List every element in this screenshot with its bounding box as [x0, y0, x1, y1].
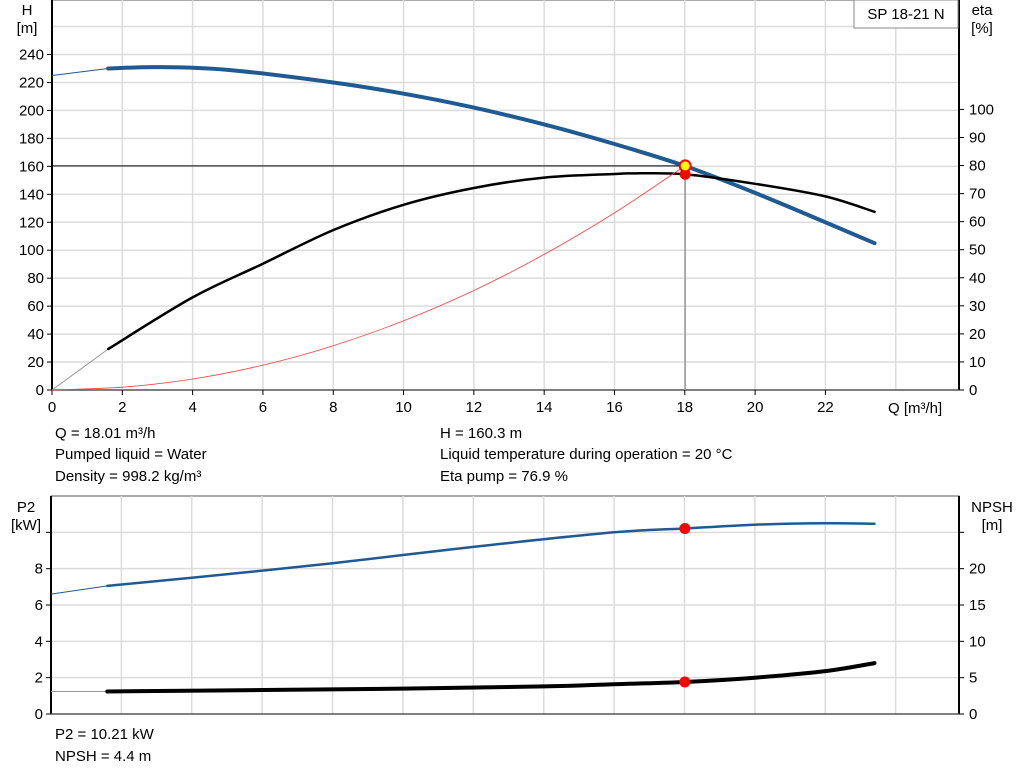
- info-flow: Q = 18.01 m³/h: [55, 425, 156, 442]
- eta-curve-extrapolated: [51, 348, 109, 391]
- npsh-axis-title: NPSH: [971, 499, 1013, 516]
- eta-curve: [106, 171, 876, 351]
- p2-curve-extrapolated: [50, 585, 108, 595]
- right-tick-label: 70: [969, 186, 986, 203]
- info-liquid: Pumped liquid = Water: [55, 446, 207, 463]
- right-tick-label: 15: [969, 597, 986, 614]
- npsh-duty-point: [679, 676, 691, 688]
- x-tick-label: 6: [259, 399, 267, 416]
- top-grid: 0204060801001201401601802002202400102030…: [19, 0, 994, 416]
- left-tick-label: 0: [35, 706, 43, 723]
- npsh-curve: [105, 661, 877, 694]
- right-tick-label: 10: [969, 633, 986, 650]
- left-tick-label: 160: [19, 158, 44, 175]
- right-tick-label: 40: [969, 270, 986, 287]
- info-eta: Eta pump = 76.9 %: [440, 468, 568, 485]
- right-tick-label: 80: [969, 158, 986, 175]
- head-duty-point: [678, 159, 692, 173]
- right-tick-label: 60: [969, 214, 986, 231]
- info-head: H = 160.3 m: [440, 425, 523, 442]
- left-tick-label: 80: [27, 270, 44, 287]
- right-tick-label: 20: [969, 561, 986, 578]
- chart-marks: [50, 65, 877, 694]
- legend-label: SP 18-21 N: [867, 6, 944, 23]
- right-tick-label: 20: [969, 326, 986, 343]
- eta-axis-title: eta: [972, 2, 994, 19]
- h-axis-title: H: [22, 2, 33, 19]
- x-tick-label: 16: [606, 399, 623, 416]
- p2-duty-point: [679, 523, 691, 535]
- right-tick-label: 0: [969, 706, 977, 723]
- left-tick-label: 60: [27, 298, 44, 315]
- p2-curve: [106, 522, 876, 588]
- left-tick-label: 240: [19, 47, 44, 64]
- right-tick-label: 0: [969, 382, 977, 399]
- x-tick-label: 22: [817, 399, 834, 416]
- left-tick-label: 6: [35, 597, 43, 614]
- left-tick-label: 20: [27, 354, 44, 371]
- info-density: Density = 998.2 kg/m³: [55, 468, 202, 485]
- right-tick-label: 50: [969, 242, 986, 259]
- x-tick-label: 4: [188, 399, 196, 416]
- left-tick-label: 180: [19, 130, 44, 147]
- x-tick-label: 18: [676, 399, 693, 416]
- right-tick-label: 10: [969, 354, 986, 371]
- x-tick-label: 10: [395, 399, 412, 416]
- q-axis-title: Q [m³/h]: [888, 400, 942, 417]
- info-npsh: NPSH = 4.4 m: [55, 748, 152, 765]
- right-tick-label: 5: [969, 670, 977, 687]
- info-p2: P2 = 10.21 kW: [55, 726, 154, 743]
- system-curve: [51, 165, 686, 391]
- eta-axis-unit: [%]: [971, 20, 993, 37]
- x-tick-label: 12: [466, 399, 483, 416]
- left-tick-label: 120: [19, 214, 44, 231]
- left-tick-label: 4: [35, 633, 43, 650]
- x-tick-label: 2: [118, 399, 126, 416]
- bottom-grid: 0 2 4 6 8 0 5 10 15 20: [35, 495, 986, 723]
- left-tick-label: 100: [19, 242, 44, 259]
- p2-axis-unit: [kW]: [11, 517, 41, 534]
- x-tick-label: 0: [48, 399, 56, 416]
- h-axis-unit: [m]: [17, 20, 38, 37]
- x-tick-label: 8: [329, 399, 337, 416]
- left-tick-label: 40: [27, 326, 44, 343]
- left-tick-label: 220: [19, 74, 44, 91]
- right-tick-label: 100: [969, 101, 994, 118]
- left-tick-label: 8: [35, 561, 43, 578]
- left-tick-label: 0: [36, 382, 44, 399]
- x-tick-label: 14: [536, 399, 553, 416]
- p2-axis-title: P2: [17, 499, 35, 516]
- left-tick-label: 140: [19, 186, 44, 203]
- h-curve-extrapolated: [51, 68, 109, 76]
- info-temperature: Liquid temperature during operation = 20…: [440, 446, 733, 463]
- left-tick-label: 200: [19, 102, 44, 119]
- h-curve: [106, 65, 877, 246]
- npsh-axis-unit: [m]: [982, 517, 1003, 534]
- right-tick-label: 30: [969, 298, 986, 315]
- legend-box: [853, 0, 959, 29]
- left-tick-label: 2: [35, 670, 43, 687]
- right-tick-label: 90: [969, 129, 986, 146]
- x-tick-label: 20: [747, 399, 764, 416]
